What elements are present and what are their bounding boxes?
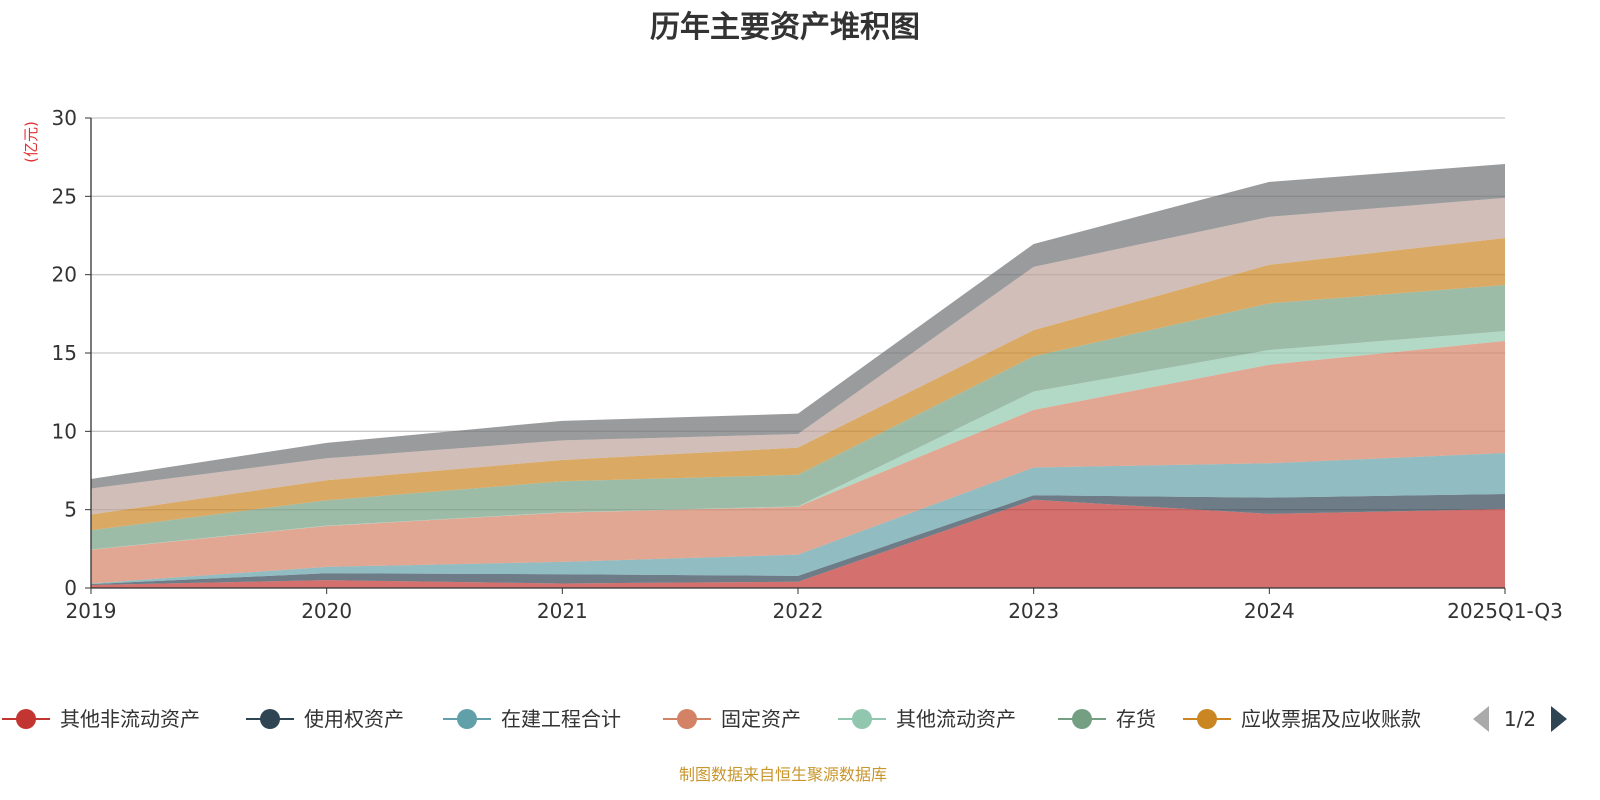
x-tick-label: 2022 — [773, 599, 824, 623]
y-tick-label: 25 — [52, 184, 77, 208]
area-series-0 — [91, 499, 1505, 588]
area-series-7 — [91, 197, 1505, 515]
legend-item-1[interactable]: 使用权资产 — [246, 707, 404, 731]
area-series-2 — [91, 452, 1505, 585]
legend-item-3[interactable]: 固定资产 — [663, 707, 801, 731]
legend-item-4[interactable]: 其他流动资产 — [838, 707, 1016, 731]
area-series-8 — [91, 164, 1505, 489]
y-axis-unit: (亿元) — [22, 121, 40, 163]
legend-circle-icon — [1197, 709, 1217, 729]
x-tick-label: 2020 — [301, 599, 352, 623]
area-series-4 — [91, 331, 1505, 550]
legend-label: 应收票据及应收账款 — [1241, 707, 1421, 731]
x-tick-label: 2019 — [66, 599, 117, 623]
legend-circle-icon — [677, 709, 697, 729]
legend-circle-icon — [16, 709, 36, 729]
legend-label: 固定资产 — [721, 707, 801, 731]
chart-title: 历年主要资产堆积图 — [650, 10, 920, 45]
area-series-3 — [91, 340, 1505, 584]
y-tick-label: 10 — [52, 419, 77, 443]
legend-item-6[interactable]: 应收票据及应收账款 — [1183, 707, 1421, 731]
legend-circle-icon — [457, 709, 477, 729]
legend-label: 其他流动资产 — [896, 707, 1016, 731]
legend-label: 在建工程合计 — [501, 707, 621, 731]
legend-circle-icon — [1072, 709, 1092, 729]
y-tick-label: 0 — [64, 576, 77, 600]
legend-item-0[interactable]: 其他非流动资产 — [2, 707, 200, 731]
x-tick-label: 2024 — [1244, 599, 1295, 623]
area-series-1 — [91, 494, 1505, 586]
legend-circle-icon — [852, 709, 872, 729]
footer-source: 制图数据来自恒生聚源数据库 — [679, 765, 887, 784]
legend-item-2[interactable]: 在建工程合计 — [443, 707, 621, 731]
legend-label: 其他非流动资产 — [60, 707, 200, 731]
legend-circle-icon — [260, 709, 280, 729]
area-series-6 — [91, 238, 1505, 531]
legend-prev-page-icon[interactable] — [1473, 706, 1489, 732]
y-tick-label: 30 — [52, 106, 77, 130]
x-tick-label: 2023 — [1008, 599, 1059, 623]
area-series-5 — [91, 285, 1505, 550]
legend-label: 存货 — [1116, 707, 1156, 731]
legend-item-5[interactable]: 存货 — [1058, 707, 1156, 731]
legend-label: 使用权资产 — [304, 707, 404, 731]
x-tick-label: 2025Q1-Q3 — [1447, 599, 1563, 623]
x-tick-label: 2021 — [537, 599, 588, 623]
y-tick-label: 15 — [52, 341, 77, 365]
y-tick-label: 5 — [64, 498, 77, 522]
y-tick-label: 20 — [52, 263, 77, 287]
legend-page-indicator: 1/2 — [1504, 707, 1536, 731]
legend-next-page-icon[interactable] — [1551, 706, 1567, 732]
